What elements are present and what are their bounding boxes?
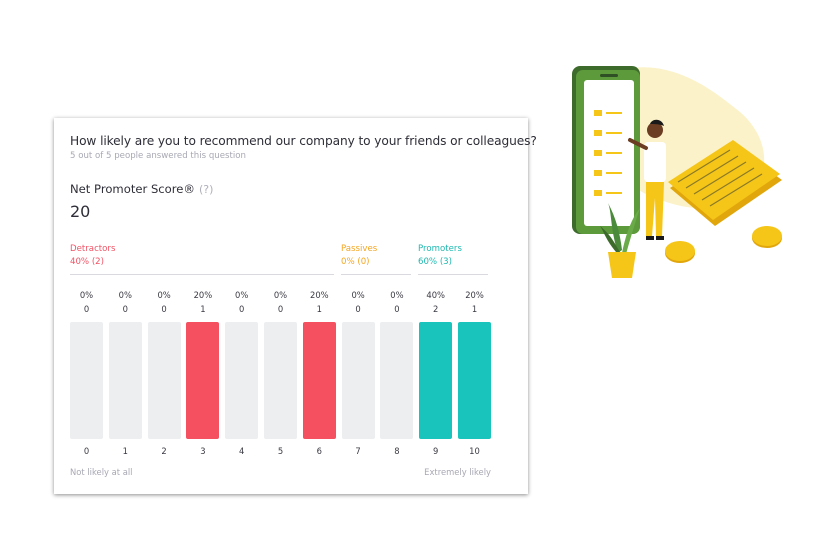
- bar-percent-label: 20%: [193, 290, 213, 300]
- nps-label: Net Promoter Score®: [70, 182, 196, 196]
- checklist-icon: [594, 110, 622, 196]
- detractors-label: Detractors: [70, 244, 116, 254]
- promoters-label: Promoters: [418, 244, 462, 254]
- scale-left-label: Not likely at all: [70, 467, 133, 477]
- promoters-value: 60% (3): [418, 257, 453, 267]
- person-icon: [628, 119, 666, 240]
- nps-label-row: Net Promoter Score® (?): [70, 182, 213, 196]
- help-icon[interactable]: (?): [199, 183, 214, 196]
- nps-bar: [458, 322, 491, 439]
- nps-question-card: How likely are you to recommend our comp…: [54, 118, 537, 494]
- question-title: How likely are you to recommend our comp…: [70, 134, 537, 148]
- bar-count-label: 0: [122, 304, 128, 314]
- nps-bar: [108, 322, 142, 439]
- bar-percent-label: 40%: [426, 290, 445, 300]
- nps-bar: [70, 322, 103, 439]
- score-tick-label: 0: [83, 446, 90, 456]
- plant-icon: [600, 203, 640, 278]
- score-tick-label: 6: [316, 446, 322, 456]
- bar-percent-label: 0%: [118, 290, 132, 300]
- nps-bar: [380, 322, 414, 439]
- nps-bar: [147, 322, 181, 439]
- coin-icon: [665, 226, 782, 263]
- score-tick-label: 9: [433, 446, 439, 456]
- nps-bar: [419, 322, 453, 439]
- promoters-divider: [418, 274, 488, 275]
- bar-percent-label: 0%: [390, 290, 404, 300]
- survey-illustration: [572, 66, 782, 278]
- bar-percent-label: 0%: [273, 290, 288, 300]
- score-tick-label: 10: [469, 446, 480, 456]
- score-tick-label: 4: [239, 446, 245, 456]
- bar-count-label: 0: [239, 304, 245, 314]
- bar-percent-label: 20%: [465, 290, 484, 300]
- question-subtitle: 5 out of 5 people answered this question: [70, 151, 246, 161]
- bar-percent-label: 0%: [157, 290, 171, 300]
- bar-count-label: 0: [394, 304, 400, 314]
- bar-count-label: 0: [83, 304, 90, 314]
- passives-divider: [341, 274, 411, 275]
- bar-count-label: 0: [355, 304, 361, 314]
- nps-bar: [341, 322, 375, 439]
- bar-count-label: 1: [471, 304, 478, 314]
- nps-bar: [302, 322, 336, 439]
- bar-percent-label: 0%: [235, 290, 249, 300]
- bar-count-label: 1: [200, 304, 206, 314]
- score-tick-label: 8: [394, 446, 400, 456]
- bar-count-label: 1: [316, 304, 322, 314]
- score-tick-label: 7: [355, 446, 361, 456]
- score-tick-label: 5: [277, 446, 284, 456]
- calendar-icon: [668, 140, 782, 226]
- nps-bar: [225, 322, 259, 439]
- scale-right-label: Extremely likely: [424, 467, 491, 477]
- bar-count-label: 0: [277, 304, 284, 314]
- bar-count-label: 0: [161, 304, 167, 314]
- passives-value: 0% (0): [341, 257, 370, 267]
- score-tick-label: 1: [122, 446, 128, 456]
- bar-percent-label: 0%: [79, 290, 94, 300]
- bar-percent-label: 20%: [309, 290, 329, 300]
- passives-label: Passives: [341, 244, 378, 254]
- score-tick-label: 3: [200, 446, 206, 456]
- phone-icon: [572, 66, 640, 234]
- detractors-divider: [70, 274, 334, 275]
- nps-bar: [264, 322, 297, 439]
- bar-percent-label: 0%: [351, 290, 365, 300]
- nps-score: 20: [70, 202, 91, 221]
- score-tick-label: 2: [161, 446, 167, 456]
- nps-bar: [186, 322, 220, 439]
- detractors-value: 40% (2): [70, 257, 105, 267]
- bar-count-label: 2: [433, 304, 439, 314]
